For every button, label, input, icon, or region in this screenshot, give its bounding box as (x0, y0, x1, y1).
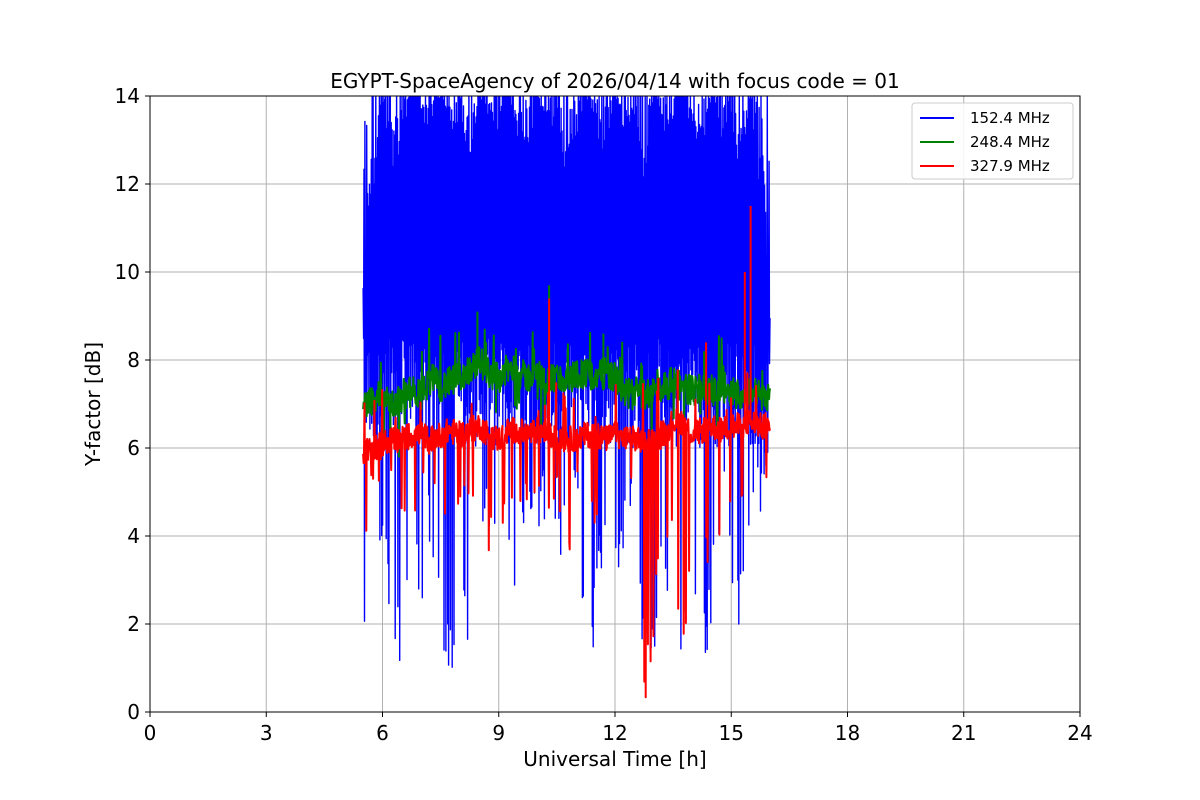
y-tick-label: 12 (115, 172, 140, 196)
x-tick-label: 9 (492, 721, 505, 745)
y-axis-ticks: 0 2 4 6 8 10 12 14 (115, 84, 150, 724)
x-axis-ticks: 0 3 6 9 12 15 18 21 24 (144, 712, 1093, 745)
legend-box (911, 102, 1074, 180)
x-tick-label: 12 (602, 721, 627, 745)
x-tick-label: 6 (376, 721, 389, 745)
x-tick-label: 18 (835, 721, 860, 745)
y-tick-label: 2 (127, 612, 140, 636)
x-tick-label: 15 (719, 721, 744, 745)
y-tick-label: 6 (127, 436, 140, 460)
y-tick-label: 14 (115, 84, 140, 108)
legend-label: 248.4 MHz (970, 133, 1050, 151)
y-tick-label: 10 (115, 260, 140, 284)
x-tick-label: 24 (1067, 721, 1092, 745)
x-tick-label: 21 (951, 721, 976, 745)
y-tick-label: 4 (127, 524, 140, 548)
series-layer (362, 96, 771, 699)
x-tick-label: 0 (144, 721, 157, 745)
legend-label: 327.9 MHz (970, 157, 1050, 175)
x-axis-label: Universal Time [h] (523, 747, 706, 771)
series-line-327-9-mhz (362, 206, 771, 699)
x-tick-label: 3 (260, 721, 273, 745)
legend: 152.4 MHz 248.4 MHz 327.9 MHz (911, 102, 1074, 180)
legend-label: 152.4 MHz (970, 109, 1050, 127)
y-tick-label: 8 (127, 348, 140, 372)
chart-title: EGYPT-SpaceAgency of 2026/04/14 with foc… (330, 69, 899, 93)
y-tick-label: 0 (127, 700, 140, 724)
y-axis-label: Y-factor [dB] (81, 342, 105, 467)
